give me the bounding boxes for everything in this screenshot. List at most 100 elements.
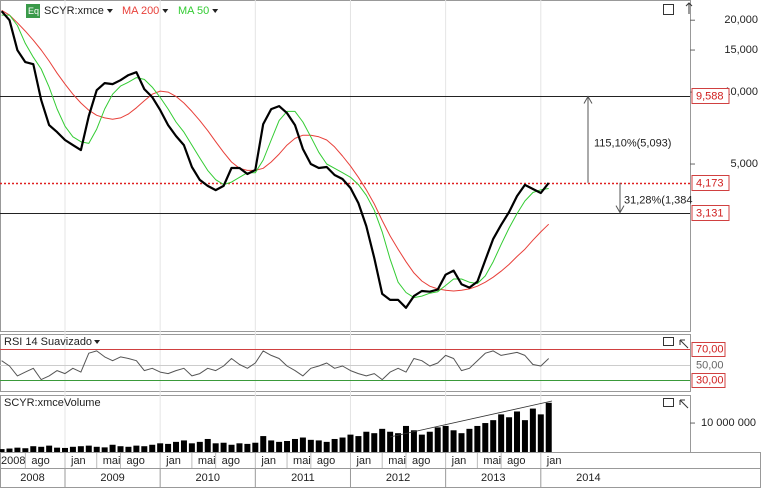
volume-bar [228,444,235,452]
volume-bar [62,447,68,452]
dropdown-arrow [94,340,101,344]
x-tick-label: mai [483,455,501,467]
volume-bar [506,417,513,452]
volume-bar [434,427,441,452]
volume-bar [521,420,528,452]
x-tick-label: ago [317,455,335,467]
moving-average [1,9,550,292]
volume-bar [482,423,489,452]
volume-bar [85,445,92,452]
legend-price[interactable]: SCYR:xmce [44,5,104,17]
volume-bar [371,433,378,452]
volume-bar [173,441,180,452]
volume-bar [284,441,291,452]
dropdown-arrow [106,9,113,13]
volume-bar [196,441,203,452]
volume-bar [387,431,394,452]
y-tick-label: 15,000 [724,44,758,56]
eq-icon[interactable] [26,4,40,18]
dropdown-arrow [162,9,169,13]
volume-title: SCYR:xmceVolume [4,397,101,409]
legend-ma200[interactable]: MA 200 [122,5,159,17]
volume-bar [180,440,187,452]
volume-bar [38,446,45,452]
volume-bar [125,446,132,452]
volume-bar [22,448,29,452]
volume-bar [46,445,53,452]
level-box [691,175,730,191]
year-label: 2009 [100,472,124,484]
volume-bar [133,445,140,452]
volume-bar [490,420,497,452]
x-tick-label: ago [412,455,430,467]
x-tick-label: mai [388,455,406,467]
volume-bar [14,447,21,452]
x-tick-label: mai [198,455,216,467]
volume-bar [93,446,100,452]
rsi-title[interactable]: RSI 14 Suavizado [4,336,92,348]
volume-bar [410,430,417,452]
x-tick-label: jan [70,455,86,467]
annotation: 115,10%(5,093) [594,138,671,150]
volume-bar [244,443,251,452]
volume-bar [323,441,330,452]
x-tick-label: ago [31,455,49,467]
scroll-icon[interactable] [685,2,693,14]
year-label: 2012 [386,472,410,484]
level-label: 3,131 [696,207,724,219]
rsi-box [691,342,726,357]
volume-bar [498,414,505,452]
y-tick-label: 5,000 [730,158,758,170]
year-label: 2010 [195,472,219,484]
legend-ma50[interactable]: MA 50 [178,5,209,17]
volume-bar [379,428,386,452]
volume-bar [355,436,362,452]
level-box [691,205,730,221]
volume-bar [149,444,156,452]
volume-bar [339,437,346,452]
volume-bar [545,402,552,452]
volume-bar [474,425,481,452]
year-label: 2014 [576,472,600,484]
volume-bar [442,425,449,452]
level-box [691,88,730,104]
volume-bar [363,431,370,452]
marks [0,0,690,452]
x-tick-label: mai [293,455,311,467]
volume-bar [347,434,354,452]
volume-bar [117,446,124,452]
time-axis [0,452,761,488]
rsi-tick-label: 70,00 [696,343,724,355]
volume-bar [212,443,219,452]
collapse-icon[interactable] [679,399,689,409]
maximize-icon[interactable] [663,4,674,15]
x-tick-label: ago [507,455,525,467]
volume-bar [402,425,409,452]
volume-bar [276,441,283,452]
price-line [0,10,550,309]
volume-bar [514,411,521,452]
volume-bar [458,433,465,452]
dropdown-arrow [212,9,219,13]
volume-bar [307,439,314,452]
volume-bar [395,433,402,452]
volume-bar [54,447,61,452]
maximize-icon[interactable] [663,337,674,346]
level-label: 4,173 [696,177,724,189]
y-tick-label: 10,000 [724,86,758,98]
collapse-icon[interactable] [679,339,689,349]
volume-bar [109,444,116,452]
maximize-icon[interactable] [663,398,674,407]
level-label: 9,588 [696,90,724,102]
x-tick-label: jan [546,455,562,467]
volume-tick-label: 10 000 000 [701,417,756,429]
x-tick-label: jan [165,455,181,467]
volume-bar [101,447,108,452]
x-tick-label: jan [260,455,276,467]
rsi-panel [0,334,691,392]
rsi-box [691,373,726,388]
volume-bar [426,431,433,452]
x-tick-label: mai [103,455,121,467]
